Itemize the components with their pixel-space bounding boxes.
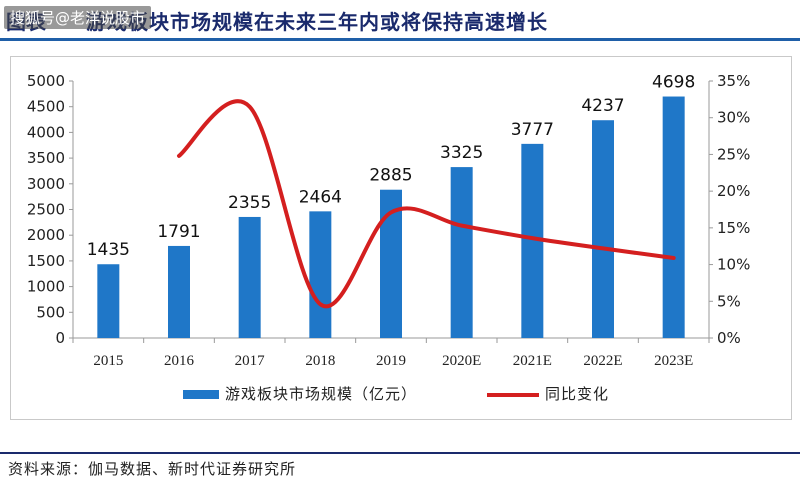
bar (592, 120, 614, 338)
right-tick-label: 25% (717, 145, 750, 163)
bar-value-label: 3325 (440, 143, 483, 163)
x-tick-label: 2015 (93, 353, 123, 369)
left-tick-label: 500 (36, 303, 65, 321)
bar-value-label: 2464 (299, 187, 342, 207)
left-tick-label: 4000 (27, 123, 65, 141)
title-bar: 图表 游戏板块市场规模在未来三年内或将保持高速增长 搜狐号@老洋说股市 (0, 0, 800, 41)
left-tick-label: 1000 (27, 278, 65, 296)
right-tick-label: 20% (717, 182, 750, 200)
bar (662, 96, 685, 338)
x-tick-label: 2019 (376, 353, 406, 369)
left-tick-label: 2000 (27, 226, 65, 244)
right-tick-label: 10% (717, 256, 750, 274)
bar-value-label: 3777 (511, 120, 554, 140)
combo-chart: 0 500 1000 1500 2000 2500 3000 3500 4000 4500 5000… (27, 72, 751, 403)
right-tick-label: 15% (717, 219, 750, 237)
source-note: 资料来源：伽马数据、新时代证券研究所 (8, 460, 297, 478)
right-tick-label: 5% (717, 292, 741, 310)
left-tick-label: 0 (55, 329, 65, 347)
legend-bar-swatch (183, 390, 219, 399)
chart-frame: 0 500 1000 1500 2000 2500 3000 3500 4000 4500 5000… (10, 56, 792, 420)
bar (521, 143, 544, 338)
bar-value-label: 4237 (581, 96, 624, 116)
x-tick-label: 2016 (164, 353, 195, 369)
chart-title: 游戏板块市场规模在未来三年内或将保持高速增长 (86, 10, 548, 34)
bar (238, 216, 261, 338)
bar-value-label: 1435 (87, 240, 130, 260)
x-tick-label: 2020E (442, 353, 481, 369)
bar (380, 189, 402, 338)
bar-value-label: 2355 (228, 193, 271, 213)
bar-value-label: 1791 (157, 222, 200, 242)
left-tick-label: 5000 (27, 72, 65, 90)
x-tick-label: 2022E (583, 353, 622, 369)
legend-line-label: 同比变化 (545, 385, 609, 403)
footer-divider (0, 452, 800, 454)
bar (168, 245, 190, 338)
left-tick-label: 3000 (27, 175, 65, 193)
right-tick-label: 30% (717, 109, 750, 127)
x-tick-label: 2021E (513, 353, 552, 369)
bar (309, 211, 332, 338)
bar (97, 264, 120, 338)
x-tick-label: 2017 (235, 353, 266, 369)
right-tick-label: 0% (717, 329, 741, 347)
x-tick-label: 2023E (654, 353, 693, 369)
watermark: 搜狐号@老洋说股市 (4, 6, 152, 29)
x-tick-label: 2018 (305, 353, 335, 369)
left-tick-label: 1500 (27, 252, 65, 270)
right-tick-label: 35% (717, 72, 750, 90)
left-tick-label: 2500 (27, 201, 65, 219)
bar-value-label: 2885 (369, 166, 412, 186)
bar (450, 167, 473, 338)
bar-value-label: 4698 (652, 73, 695, 93)
left-tick-label: 4500 (27, 98, 65, 116)
legend-bar-label: 游戏板块市场规模（亿元） (225, 385, 417, 403)
left-tick-label: 3500 (27, 149, 65, 167)
